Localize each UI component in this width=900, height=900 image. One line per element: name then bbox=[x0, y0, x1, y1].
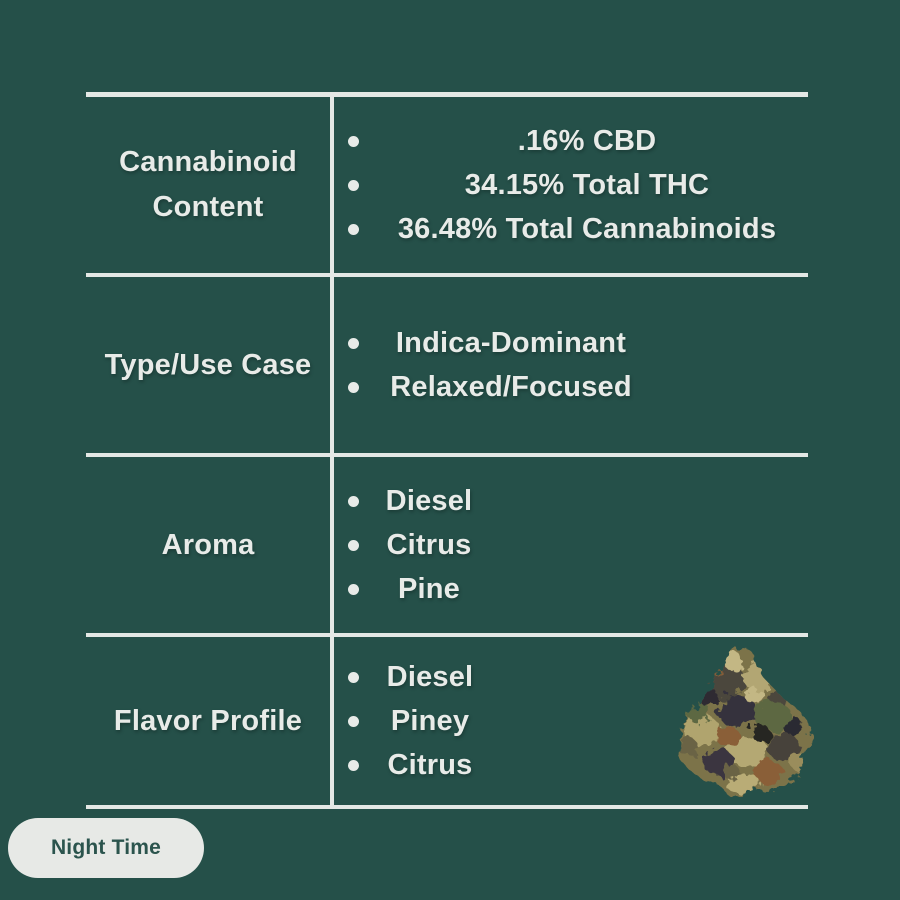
list-item-text: Indica-Dominant bbox=[395, 326, 627, 359]
list-item-text: Citrus bbox=[387, 748, 473, 781]
list-item: Relaxed/Focused bbox=[334, 365, 650, 409]
list-item: Diesel bbox=[334, 479, 486, 523]
list-item-text: Diesel bbox=[386, 660, 474, 693]
row-items-cell: Diesel Piney Citrus bbox=[330, 637, 808, 805]
list-item: Citrus bbox=[334, 743, 488, 787]
cannabis-bud-photo bbox=[678, 647, 810, 798]
table-row-aroma: Aroma Diesel Citrus Pine bbox=[86, 457, 808, 637]
list-item-text: 36.48% Total Cannabinoids bbox=[397, 212, 777, 245]
row-label: Cannabinoid Content bbox=[119, 146, 297, 223]
row-label-cell: Aroma bbox=[86, 457, 330, 633]
bullet-list: Diesel Piney Citrus bbox=[334, 655, 488, 787]
bullet-icon bbox=[347, 759, 359, 771]
table-row-flavor-profile: Flavor Profile Diesel Piney Citrus bbox=[86, 637, 808, 805]
list-item-text: 34.15% Total THC bbox=[464, 168, 710, 201]
row-items-cell: .16% CBD 34.15% Total THC 36.48% Total C… bbox=[330, 97, 808, 273]
bullet-list: .16% CBD 34.15% Total THC 36.48% Total C… bbox=[334, 119, 802, 251]
bullet-list: Indica-Dominant Relaxed/Focused bbox=[334, 321, 650, 409]
list-item-text: Relaxed/Focused bbox=[390, 370, 632, 403]
list-item-text: Diesel bbox=[385, 484, 473, 517]
night-time-badge: Night Time bbox=[8, 818, 204, 878]
bullet-icon bbox=[347, 495, 359, 507]
list-item-text: .16% CBD bbox=[517, 124, 657, 157]
bullet-icon bbox=[347, 223, 359, 235]
list-item: Piney bbox=[334, 699, 488, 743]
list-item-text: Pine bbox=[397, 572, 461, 605]
row-items-cell: Diesel Citrus Pine bbox=[330, 457, 808, 633]
table-row-cannabinoid-content: Cannabinoid Content .16% CBD 34.15% Tota… bbox=[86, 97, 808, 277]
row-label: Aroma bbox=[161, 528, 255, 561]
bullet-icon bbox=[347, 135, 359, 147]
bullet-icon bbox=[347, 381, 359, 393]
bullet-icon bbox=[347, 179, 359, 191]
row-label-cell: Type/Use Case bbox=[86, 277, 330, 453]
column-divider bbox=[330, 97, 334, 805]
bullet-icon bbox=[347, 715, 359, 727]
row-items-cell: Indica-Dominant Relaxed/Focused bbox=[330, 277, 808, 453]
list-item: 34.15% Total THC bbox=[334, 163, 802, 207]
row-label-cell: Cannabinoid Content bbox=[86, 97, 330, 273]
bullet-icon bbox=[347, 671, 359, 683]
table-row-type-use-case: Type/Use Case Indica-Dominant Relaxed/Fo… bbox=[86, 277, 808, 457]
list-item: 36.48% Total Cannabinoids bbox=[334, 207, 802, 251]
row-label: Type/Use Case bbox=[104, 348, 312, 381]
bullet-list: Diesel Citrus Pine bbox=[334, 479, 486, 611]
badge-label: Night Time bbox=[50, 836, 162, 859]
bullet-icon bbox=[347, 583, 359, 595]
list-item-text: Citrus bbox=[386, 528, 472, 561]
bullet-icon bbox=[347, 337, 359, 349]
spec-table: Cannabinoid Content .16% CBD 34.15% Tota… bbox=[86, 92, 808, 809]
row-label-cell: Flavor Profile bbox=[86, 637, 330, 805]
bullet-icon bbox=[347, 539, 359, 551]
list-item: Pine bbox=[334, 567, 486, 611]
list-item: Indica-Dominant bbox=[334, 321, 650, 365]
list-item-text: Piney bbox=[390, 704, 470, 737]
list-item: Diesel bbox=[334, 655, 488, 699]
list-item: .16% CBD bbox=[334, 119, 802, 163]
row-label: Flavor Profile bbox=[113, 704, 303, 737]
list-item: Citrus bbox=[334, 523, 486, 567]
